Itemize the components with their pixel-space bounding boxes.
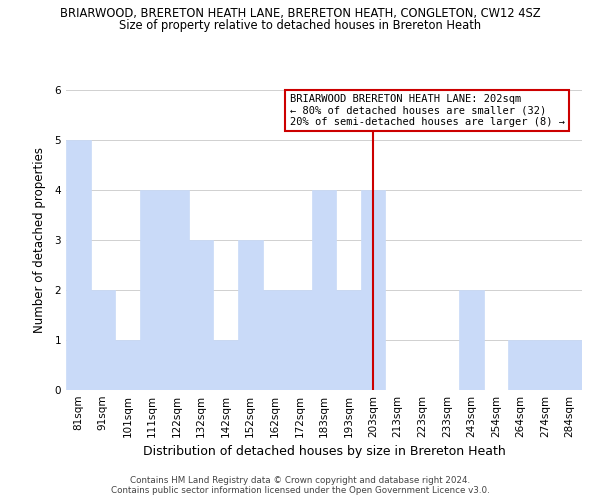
Bar <box>508 340 533 390</box>
Text: BRIARWOOD BRERETON HEATH LANE: 202sqm
← 80% of detached houses are smaller (32)
: BRIARWOOD BRERETON HEATH LANE: 202sqm ← … <box>290 94 565 127</box>
Bar <box>557 340 582 390</box>
Text: Contains public sector information licensed under the Open Government Licence v3: Contains public sector information licen… <box>110 486 490 495</box>
X-axis label: Distribution of detached houses by size in Brereton Heath: Distribution of detached houses by size … <box>143 446 505 458</box>
Text: Contains HM Land Registry data © Crown copyright and database right 2024.: Contains HM Land Registry data © Crown c… <box>130 476 470 485</box>
Bar <box>189 240 214 390</box>
Bar <box>115 340 140 390</box>
Bar <box>91 290 115 390</box>
Bar <box>164 190 189 390</box>
Bar <box>336 290 361 390</box>
Bar <box>263 290 287 390</box>
Bar <box>140 190 164 390</box>
Bar <box>361 190 385 390</box>
Bar <box>533 340 557 390</box>
Bar <box>312 190 336 390</box>
Y-axis label: Number of detached properties: Number of detached properties <box>33 147 46 333</box>
Bar <box>66 140 91 390</box>
Bar <box>287 290 312 390</box>
Bar <box>459 290 484 390</box>
Text: BRIARWOOD, BRERETON HEATH LANE, BRERETON HEATH, CONGLETON, CW12 4SZ: BRIARWOOD, BRERETON HEATH LANE, BRERETON… <box>59 8 541 20</box>
Bar <box>238 240 263 390</box>
Bar <box>214 340 238 390</box>
Text: Size of property relative to detached houses in Brereton Heath: Size of property relative to detached ho… <box>119 18 481 32</box>
